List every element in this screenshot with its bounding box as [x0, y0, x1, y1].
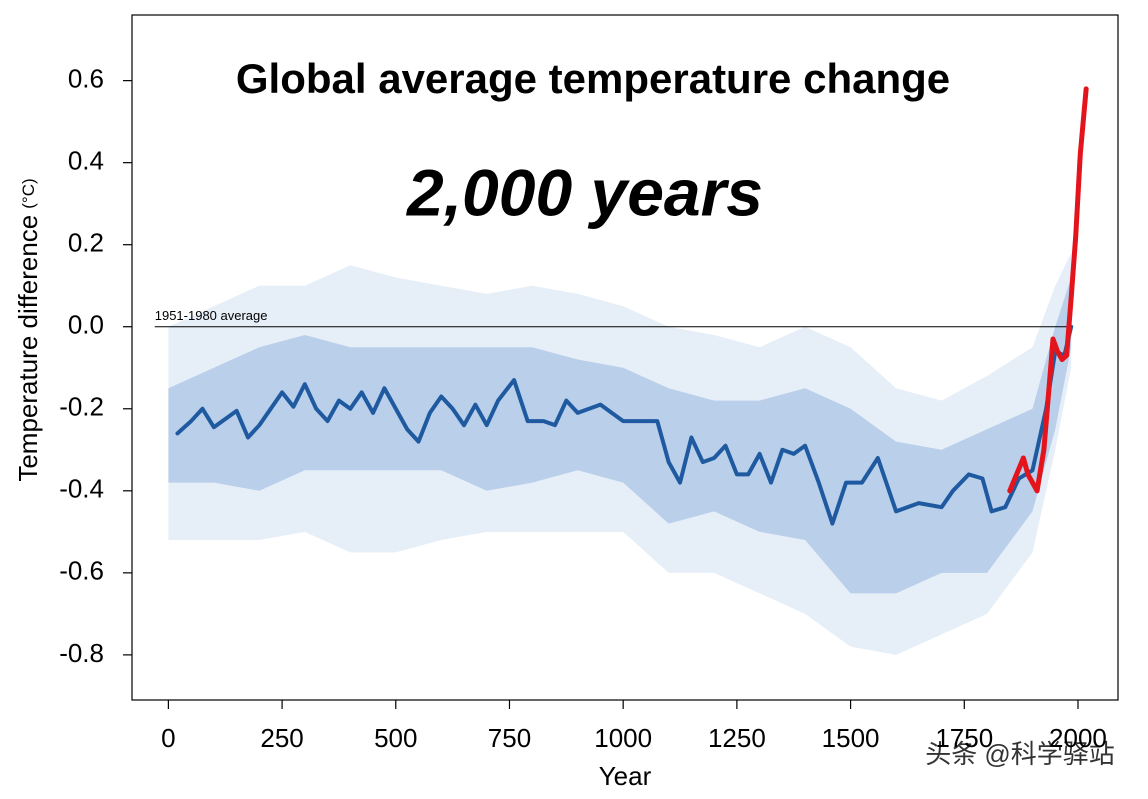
x-tick-label: 750 — [488, 723, 531, 753]
watermark: 头条 @科学驿站 — [925, 739, 1115, 769]
reference-label: 1951-1980 average — [155, 308, 268, 323]
y-axis-unit: (°C) — [19, 178, 38, 208]
chart-subtitle: 2,000 years — [405, 155, 763, 229]
series-line — [1007, 86, 1089, 494]
x-axis-label: Year — [599, 761, 652, 791]
uncertainty-band — [168, 277, 1072, 594]
y-tick-label: 0.0 — [68, 310, 104, 340]
y-axis-label: Temperature difference (°C) — [13, 178, 43, 481]
y-tick-label: -0.2 — [59, 392, 104, 422]
chart-title: Global average temperature change — [236, 55, 950, 102]
x-tick-label: 1250 — [708, 723, 766, 753]
x-tick-label: 1500 — [822, 723, 880, 753]
y-tick-label: -0.8 — [59, 638, 104, 668]
x-tick-label: 250 — [260, 723, 303, 753]
x-tick-label: 0 — [161, 723, 175, 753]
y-tick-label: -0.4 — [59, 474, 104, 504]
series-line — [175, 324, 1074, 526]
x-tick-label: 1750 — [935, 723, 993, 753]
x-tick-label: 500 — [374, 723, 417, 753]
y-tick-label: 0.2 — [68, 228, 104, 258]
plot-area: 1951-1980 average — [154, 86, 1089, 655]
y-axis-label-text: Temperature difference — [13, 215, 43, 482]
y-tick-label: 0.4 — [68, 146, 104, 176]
y-tick-label: 0.6 — [68, 64, 104, 94]
y-tick-label: -0.6 — [59, 556, 104, 586]
x-tick-label: 2000 — [1049, 723, 1107, 753]
x-tick-label: 1000 — [594, 723, 652, 753]
plot-frame — [131, 14, 1119, 701]
